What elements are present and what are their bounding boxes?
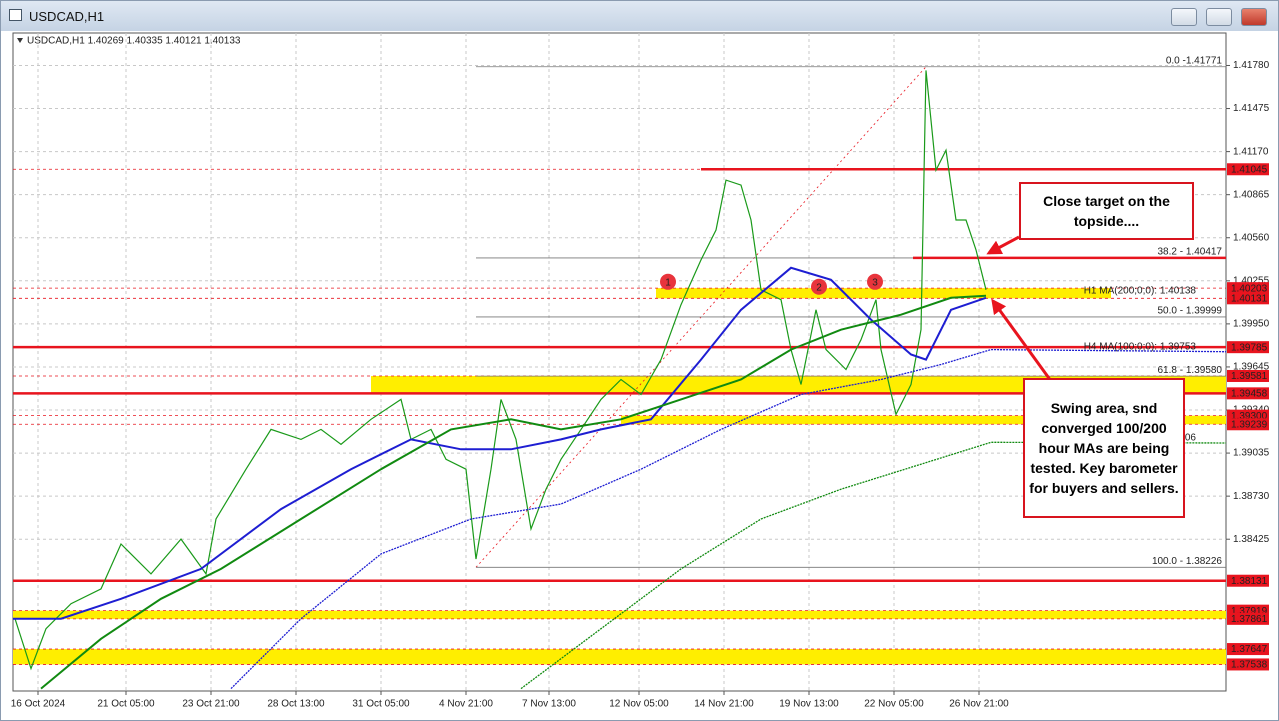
y-tick-label: 1.41475 xyxy=(1233,103,1270,114)
price-label-box xyxy=(1227,341,1269,354)
price-label: 1.40203 xyxy=(1231,283,1268,294)
y-tick-label: 1.40255 xyxy=(1233,275,1270,286)
support-zone xyxy=(13,649,1226,665)
price-label: 1.37919 xyxy=(1231,606,1268,617)
chart: USDCAD,H1 1.40269 1.40335 1.40121 1.4013… xyxy=(11,32,1270,710)
arrow xyxy=(991,298,1053,382)
x-tick-label: 22 Nov 05:00 xyxy=(864,699,924,710)
price-label: 1.39581 xyxy=(1231,371,1268,382)
y-tick-label: 1.38425 xyxy=(1233,534,1270,545)
title-bar: USDCAD,H1 xyxy=(1,1,1278,31)
x-tick-label: 21 Oct 05:00 xyxy=(97,699,155,710)
ma-label: H4 MA(100;0;0): 1.39753 xyxy=(1084,341,1197,352)
marker xyxy=(811,278,827,295)
price-label: 1.37647 xyxy=(1231,644,1268,655)
marker-label: 3 xyxy=(872,277,878,288)
x-tick-label: 7 Nov 13:00 xyxy=(522,699,576,710)
annotation: Close target on the topside.... xyxy=(1019,182,1194,240)
price-label: 1.38131 xyxy=(1231,576,1268,587)
fib-label: 38.2 - 1.40417 xyxy=(1158,247,1223,258)
price-label: 1.39785 xyxy=(1231,342,1268,353)
price-label-box xyxy=(1227,574,1269,587)
price-label-box xyxy=(1227,292,1269,305)
price-line xyxy=(230,348,1227,690)
price-label-box xyxy=(1227,643,1269,656)
fib-label: 100.0 - 1.38226 xyxy=(1152,556,1222,567)
collapse-icon xyxy=(17,38,23,43)
marker xyxy=(660,273,676,290)
x-tick-label: 31 Oct 05:00 xyxy=(352,699,410,710)
price-label: 1.40131 xyxy=(1231,293,1268,304)
price-line xyxy=(40,294,987,690)
annotation: Swing area, snd converged 100/200 hour M… xyxy=(1023,378,1185,518)
marker-label: 1 xyxy=(665,277,671,288)
price-line xyxy=(520,441,1227,690)
fib-label: 0.0 -1.41771 xyxy=(1166,55,1223,66)
x-tick-label: 16 Oct 2024 xyxy=(11,699,66,710)
price-label-box xyxy=(1227,418,1269,431)
fib-label: 50.0 - 1.39999 xyxy=(1158,306,1223,317)
arrow xyxy=(986,235,1020,255)
price-label: 1.39300 xyxy=(1231,411,1268,422)
fib-label: 61.8 - 1.39580 xyxy=(1158,365,1223,376)
y-tick-label: 1.40560 xyxy=(1233,232,1270,243)
y-tick-label: 1.41170 xyxy=(1233,146,1269,157)
plot-frame xyxy=(12,32,1227,692)
close-button[interactable] xyxy=(1241,8,1267,26)
y-tick-label: 1.40865 xyxy=(1233,189,1270,200)
price-label: 1.37538 xyxy=(1231,660,1268,671)
price-label: 1.39458 xyxy=(1231,388,1268,399)
chart-title: USDCAD,H1 1.40269 1.40335 1.40121 1.4013… xyxy=(27,36,241,47)
support-zone xyxy=(656,288,1111,299)
x-tick-label: 26 Nov 21:00 xyxy=(949,699,1009,710)
price-label: 1.37861 xyxy=(1231,614,1268,625)
price-label: 1.39239 xyxy=(1231,419,1268,430)
minimize-button[interactable] xyxy=(1171,8,1197,26)
price-label-box xyxy=(1227,282,1269,295)
window-icon xyxy=(9,9,22,21)
marker-label: 2 xyxy=(816,282,822,293)
x-tick-label: 19 Nov 13:00 xyxy=(779,699,839,710)
x-tick-label: 14 Nov 21:00 xyxy=(694,699,754,710)
y-tick-label: 1.41780 xyxy=(1233,60,1270,71)
price-line xyxy=(14,70,987,671)
marker xyxy=(867,273,883,290)
x-tick-label: 4 Nov 21:00 xyxy=(439,699,493,710)
price-label-box xyxy=(1227,163,1269,176)
price-label-box xyxy=(1227,387,1269,400)
x-tick-label: 28 Oct 13:00 xyxy=(267,699,325,710)
maximize-button[interactable] xyxy=(1206,8,1232,26)
x-tick-label: 12 Nov 05:00 xyxy=(609,699,669,710)
price-label: 1.41045 xyxy=(1231,164,1268,175)
price-label-box xyxy=(1227,612,1269,625)
y-tick-label: 1.39035 xyxy=(1233,448,1270,459)
support-zone xyxy=(371,375,1226,394)
price-line xyxy=(13,266,987,620)
y-tick-label: 1.38730 xyxy=(1233,491,1270,502)
y-tick-label: 1.39645 xyxy=(1233,362,1270,373)
price-label-box xyxy=(1227,658,1269,671)
price-label-box xyxy=(1227,369,1269,382)
support-zone xyxy=(621,415,1226,425)
ma-label: H1 MA(200;0;0): 1.40138 xyxy=(1084,285,1197,296)
y-tick-label: 1.39950 xyxy=(1233,319,1270,330)
x-tick-label: 23 Oct 21:00 xyxy=(182,699,240,710)
window-title: USDCAD,H1 xyxy=(29,9,105,24)
